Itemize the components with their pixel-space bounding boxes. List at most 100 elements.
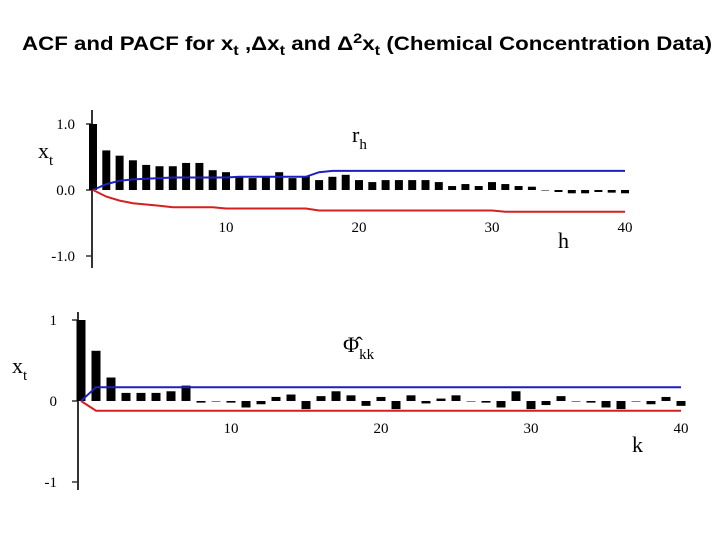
bar [106,377,116,401]
bar [76,320,86,401]
bar [526,401,536,410]
bar [391,401,401,410]
bar [211,401,221,402]
bar [448,186,457,190]
bar [181,385,191,401]
bar [196,401,206,403]
bar [91,350,101,401]
bar [222,172,230,190]
bar [511,391,521,401]
bar [436,398,446,401]
title-part: ,Δx [239,34,280,55]
bar [474,186,483,190]
confidence-line [80,386,681,402]
title-part: t [375,42,381,58]
title-part: t [280,42,286,58]
bar [394,180,403,190]
x-tick-label: 40 [618,220,633,236]
bar [631,401,641,402]
confidence-line [92,169,625,191]
bar [571,401,581,402]
series-label-sub: t [49,153,54,169]
bar [481,401,491,403]
bar [368,182,377,190]
x-tick-label: 30 [485,220,500,236]
bar [514,186,523,190]
correlation-label-main: r [352,122,360,147]
bar [166,391,176,401]
bar [316,396,326,401]
series-label: xt [12,353,28,384]
bar [346,395,356,401]
bar [607,190,616,193]
x-tick-label: 10 [219,220,234,236]
bar [361,401,371,406]
bar [235,176,244,190]
bar [466,401,476,402]
bar [594,190,603,192]
bar [496,401,506,408]
bar [541,190,550,191]
series-label: xt [38,138,54,169]
correlation-label-sub: h [359,137,367,153]
bar [376,396,386,401]
bar [381,180,390,190]
confidence-line [92,189,625,213]
bar [142,164,151,190]
x-tick-label: 30 [524,421,539,437]
x-axis-label: k [632,432,643,457]
bar [451,395,461,401]
bar [421,180,430,190]
title-part: x [362,34,375,55]
bar [621,190,629,194]
confidence-line [80,400,681,412]
bar [248,178,257,190]
bar [271,396,281,401]
y-tick-label: 0.0 [56,183,75,199]
y-tick-label: -1.0 [51,249,75,265]
correlation-label-main: Φ̂ [343,332,363,357]
y-tick-label: 0 [50,394,58,410]
bar [616,401,626,410]
bar [89,124,97,190]
bar [554,190,563,192]
bar [331,391,341,401]
bar [208,170,217,190]
bar [241,401,251,408]
bar [275,172,284,190]
bar [527,186,536,190]
bar [355,180,363,190]
bar [151,392,161,401]
bar [556,396,566,401]
x-tick-label: 40 [674,421,689,437]
y-tick-label: 1 [50,313,58,329]
bar [328,176,337,190]
bar [115,155,124,190]
bar [136,392,146,401]
title-part: 2 [353,30,362,46]
x-tick-label: 20 [374,421,389,437]
bar [567,190,576,194]
bar [102,150,111,190]
bar [601,401,611,408]
bar [341,174,350,190]
bar [581,190,590,194]
series-label-main: x [12,353,23,378]
bar [501,184,510,190]
bar [421,401,431,404]
x-tick-label: 20 [352,220,367,236]
bar [676,401,686,406]
bar [301,176,310,190]
bar [488,182,496,190]
bar [434,182,443,190]
x-tick-label: 10 [224,421,239,437]
correlation-label-sub: kk [359,347,375,363]
bar [226,401,236,403]
series-label-sub: t [23,368,28,384]
series-label-main: x [38,138,49,163]
bar [128,160,137,190]
bar [315,180,324,190]
bar [256,401,266,405]
